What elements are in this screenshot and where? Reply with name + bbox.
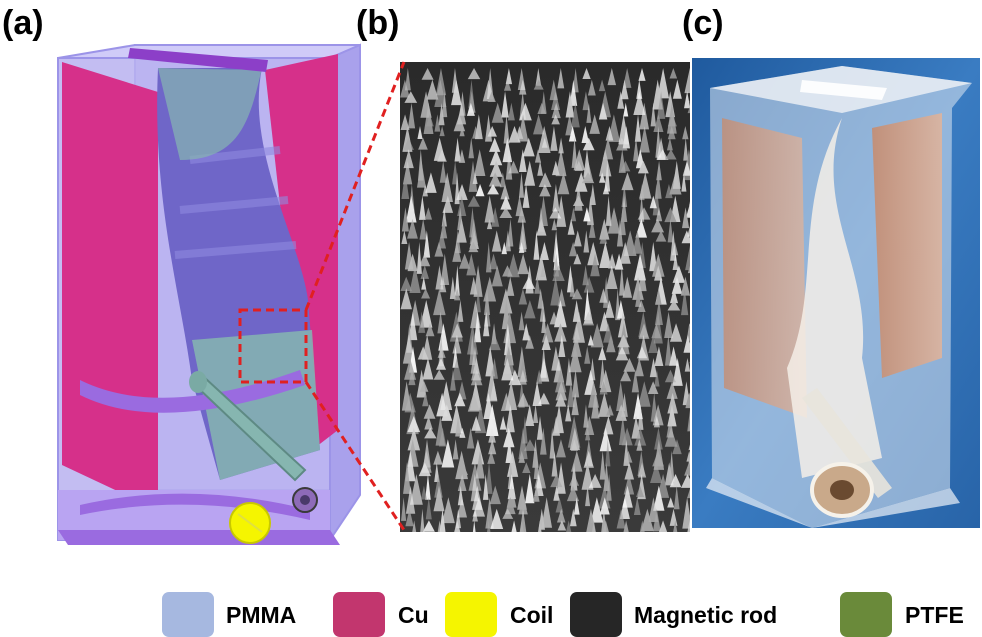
panel-label-b: (b) — [356, 4, 400, 42]
lower-rail — [80, 370, 305, 413]
legend-swatch-pmma — [162, 592, 214, 637]
photo-cu-left — [722, 118, 807, 418]
legend-label-ptfe: PTFE — [905, 602, 964, 628]
legend-label-cu: Cu — [398, 602, 429, 628]
sem-micrograph — [400, 62, 690, 532]
legend-swatch-ptfe — [840, 592, 892, 637]
legend: PMMA Cu Coil Magnetic rod PTFE — [0, 592, 982, 637]
zoom-region-box — [238, 308, 308, 384]
device-schematic — [57, 43, 361, 545]
legend-swatch-magnetic-rod — [570, 592, 622, 637]
photo-cu-right — [872, 113, 942, 378]
legend-label-coil: Coil — [510, 602, 554, 628]
legend-swatch-cu — [333, 592, 385, 637]
device-photo — [692, 58, 980, 528]
legend-label-magnetic-rod: Magnetic rod — [634, 602, 778, 628]
photo-film — [787, 118, 882, 478]
panel-label-a: (a) — [2, 4, 44, 42]
cu-plate-left — [62, 62, 158, 510]
top-clamp — [128, 48, 268, 72]
legend-label-pmma: PMMA — [226, 602, 297, 628]
panel-label-c: (c) — [682, 4, 724, 42]
legend-swatch-coil — [445, 592, 497, 637]
